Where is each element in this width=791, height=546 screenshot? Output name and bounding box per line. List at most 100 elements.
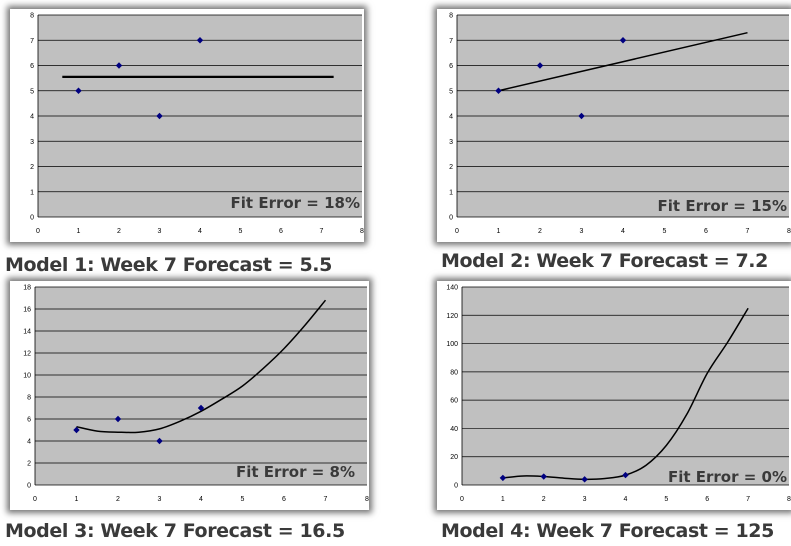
y-tick-label: 1 xyxy=(30,189,34,196)
x-tick-label: 8 xyxy=(365,496,369,503)
y-tick-label: 20 xyxy=(450,454,458,461)
y-tick-label: 14 xyxy=(23,329,31,336)
data-point xyxy=(156,437,163,445)
y-tick-label: 7 xyxy=(30,38,34,45)
y-tick-label: 8 xyxy=(27,395,31,402)
y-tick-label: 6 xyxy=(30,63,34,70)
x-tick-label: 8 xyxy=(360,228,364,235)
x-tick-label: 7 xyxy=(746,496,750,503)
chart-svg-1: 0 1 2 3 4 5 6 7 8 0 1 2 3 4 5 6 7 8 Fit Error = 18% xyxy=(30,13,364,236)
y-tick-label: 0 xyxy=(449,215,453,222)
fit-line xyxy=(76,299,327,434)
data-point xyxy=(115,62,123,69)
y-tick-label: 0 xyxy=(30,215,34,222)
x-tick-label: 8 xyxy=(787,496,791,503)
data-point xyxy=(495,87,502,94)
y-tick-label: 4 xyxy=(30,114,34,121)
x-tick-label: 4 xyxy=(199,496,203,503)
y-tick-label: 6 xyxy=(449,63,453,70)
y-tick-label: 2 xyxy=(27,461,31,468)
y-tick-label: 60 xyxy=(450,398,458,405)
data-point xyxy=(156,112,163,120)
plot-area xyxy=(462,287,789,485)
x-tick-label: 2 xyxy=(116,496,120,503)
chart-title-4: Model 4: Week 7 Forecast = 125 xyxy=(441,520,774,542)
x-tick-label: 7 xyxy=(324,496,328,503)
data-point xyxy=(499,474,507,482)
x-tick-label: 3 xyxy=(158,228,162,235)
plot-area xyxy=(35,287,367,485)
chart-panel-1: 0 1 2 3 4 5 6 7 8 0 1 2 3 4 5 6 7 8 Fit Error = 18% xyxy=(10,9,364,242)
y-tick-label: 4 xyxy=(449,114,453,121)
x-tick-label: 1 xyxy=(75,496,79,503)
data-point xyxy=(75,87,82,94)
y-tick-label: 2 xyxy=(30,164,34,171)
fit-error-label: Fit Error = 15% xyxy=(658,197,787,215)
chart-panel-4: 0 20 40 60 80 100 120 140 0 1 2 3 4 5 6 7 8 Fit Error = 0… xyxy=(437,281,791,510)
y-tick-label: 10 xyxy=(23,373,31,380)
data-point xyxy=(197,404,205,412)
x-tick-label: 5 xyxy=(664,496,668,503)
chart-svg-4: 0 20 40 60 80 100 120 140 0 1 2 3 4 5 6 7 8 Fit Error = 0… xyxy=(446,285,791,504)
fit-line xyxy=(498,31,748,92)
x-tick-label: 5 xyxy=(663,228,667,235)
x-tick-label: 7 xyxy=(746,228,750,235)
x-tick-label: 0 xyxy=(455,228,459,235)
x-tick-label: 4 xyxy=(621,228,625,235)
x-tick-label: 4 xyxy=(198,228,202,235)
data-point xyxy=(581,476,588,483)
y-tick-label: 80 xyxy=(450,369,458,376)
y-tick-label: 120 xyxy=(446,313,458,320)
y-tick-label: 3 xyxy=(449,139,453,146)
data-point xyxy=(196,37,204,44)
x-tick-label: 6 xyxy=(282,496,286,503)
chart-title-2: Model 2: Week 7 Forecast = 7.2 xyxy=(441,250,768,272)
data-point xyxy=(540,473,547,480)
x-tick-label: 0 xyxy=(460,496,464,503)
y-tick-label: 12 xyxy=(23,351,31,358)
y-tick-label: 8 xyxy=(449,13,453,20)
x-tick-label: 4 xyxy=(624,496,628,503)
x-tick-label: 8 xyxy=(787,228,791,235)
x-tick-label: 6 xyxy=(704,228,708,235)
x-tick-label: 2 xyxy=(542,496,546,503)
y-tick-label: 40 xyxy=(450,426,458,433)
x-tick-label: 5 xyxy=(241,496,245,503)
x-tick-label: 3 xyxy=(158,496,162,503)
data-point xyxy=(578,112,585,120)
y-tick-label: 4 xyxy=(27,439,31,446)
x-tick-label: 1 xyxy=(497,228,501,235)
y-tick-label: 100 xyxy=(446,341,458,348)
x-tick-label: 5 xyxy=(239,228,243,235)
x-tick-label: 6 xyxy=(705,496,709,503)
y-tick-label: 8 xyxy=(30,13,34,20)
x-tick-label: 7 xyxy=(320,228,324,235)
y-tick-label: 16 xyxy=(23,307,31,314)
y-tick-label: 0 xyxy=(454,483,458,490)
y-tick-label: 7 xyxy=(449,38,453,45)
data-point xyxy=(114,415,122,423)
x-tick-label: 1 xyxy=(501,496,505,503)
y-tick-label: 2 xyxy=(449,164,453,171)
x-tick-label: 2 xyxy=(538,228,542,235)
x-tick-label: 6 xyxy=(279,228,283,235)
y-tick-label: 0 xyxy=(27,483,31,490)
x-tick-label: 1 xyxy=(77,228,81,235)
x-tick-label: 0 xyxy=(36,228,40,235)
chart-title-3: Model 3: Week 7 Forecast = 16.5 xyxy=(5,520,345,542)
x-tick-label: 3 xyxy=(583,496,587,503)
data-point xyxy=(622,471,629,479)
y-tick-label: 1 xyxy=(449,189,453,196)
fit-error-label: Fit Error = 18% xyxy=(231,194,360,212)
fit-error-label: Fit Error = 0% xyxy=(668,468,787,486)
x-tick-label: 0 xyxy=(33,496,37,503)
chart-panel-2: 0 1 2 3 4 5 6 7 8 0 1 2 3 4 5 6 7 8 Fit Error = 15% xyxy=(437,9,791,242)
y-tick-label: 6 xyxy=(27,417,31,424)
chart-svg-2: 0 1 2 3 4 5 6 7 8 0 1 2 3 4 5 6 7 8 Fit Error = 15% xyxy=(449,13,791,236)
data-point xyxy=(536,62,544,69)
chart-panel-3: 0 2 4 6 8 10 12 14 16 18 0 1 2 3 4 5 6 7 8 Fit Error = 8% xyxy=(10,281,369,510)
y-tick-label: 5 xyxy=(449,88,453,95)
y-tick-label: 5 xyxy=(30,88,34,95)
y-tick-label: 3 xyxy=(30,139,34,146)
